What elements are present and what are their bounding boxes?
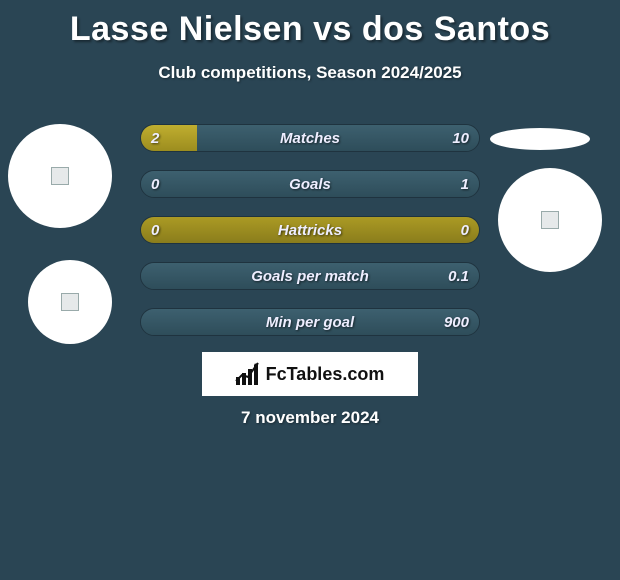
generated-date: 7 november 2024 xyxy=(0,408,620,428)
stat-row: 01Goals xyxy=(140,170,480,198)
stat-bar-right xyxy=(141,263,479,289)
stat-bar-left xyxy=(141,125,197,151)
stat-bar-right xyxy=(141,309,479,335)
page-subtitle: Club competitions, Season 2024/2025 xyxy=(0,63,620,83)
comparison-bars: 210Matches 01Goals 00Hattricks 0.1Goals per… xyxy=(140,124,480,354)
placeholder-image-icon xyxy=(541,211,559,229)
player-avatar-left-2 xyxy=(28,260,112,344)
stat-row: 00Hattricks xyxy=(140,216,480,244)
placeholder-image-icon xyxy=(51,167,69,185)
stat-bar-left xyxy=(141,217,479,243)
brand-box: FcTables.com xyxy=(202,352,418,396)
decor-ellipse xyxy=(490,128,590,150)
brand-text: FcTables.com xyxy=(266,364,385,385)
stat-bar-right xyxy=(141,171,479,197)
placeholder-image-icon xyxy=(61,293,79,311)
page-title: Lasse Nielsen vs dos Santos xyxy=(0,0,620,49)
stat-row: 900Min per goal xyxy=(140,308,480,336)
stat-row: 210Matches xyxy=(140,124,480,152)
player-avatar-right xyxy=(498,168,602,272)
fctables-logo-icon xyxy=(236,363,260,385)
stat-row: 0.1Goals per match xyxy=(140,262,480,290)
player-avatar-left-1 xyxy=(8,124,112,228)
stat-bar-right xyxy=(197,125,479,151)
